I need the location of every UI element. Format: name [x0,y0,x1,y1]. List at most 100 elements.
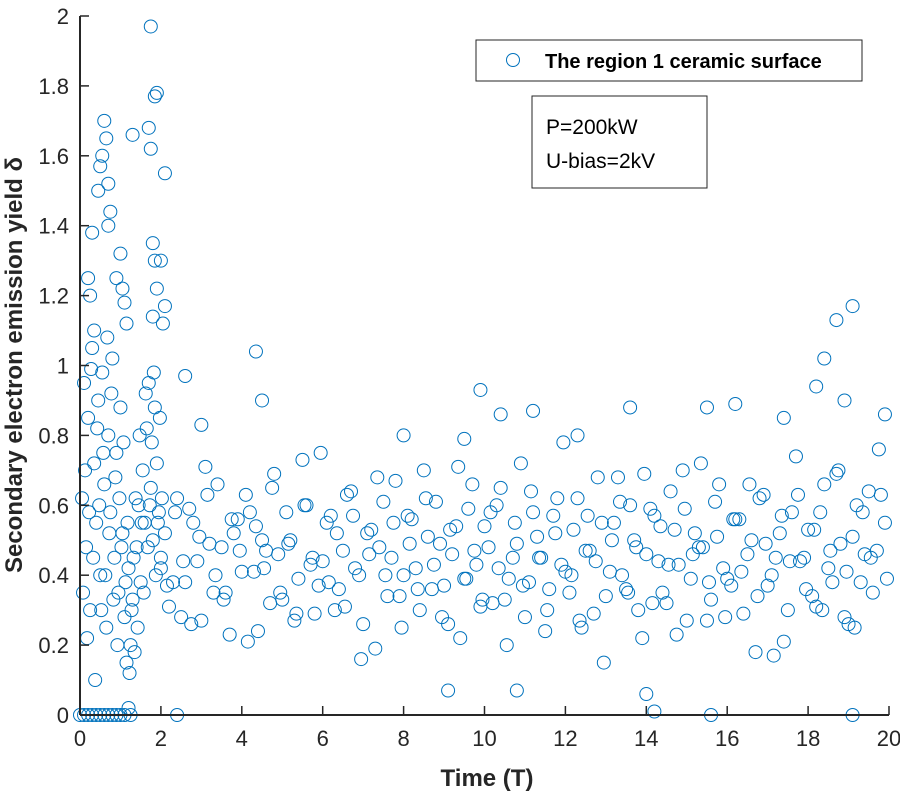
data-point [96,445,111,460]
data-point [307,606,322,621]
data-point [416,463,431,478]
data-point [623,400,638,415]
data-point [418,491,433,506]
data-point [257,561,272,576]
data-point [623,498,638,513]
data-point [339,487,354,502]
data-point [813,505,828,520]
data-point [475,592,490,607]
data-point [194,417,209,432]
data-point [823,543,838,558]
data-point [218,585,233,600]
data-point [283,533,298,548]
data-point [230,512,245,527]
data-point [742,477,757,492]
data-point [265,480,280,495]
data-point [659,596,674,611]
data-point [85,225,100,240]
data-point [526,403,541,418]
data-point [154,491,169,506]
data-point [135,463,150,478]
data-point [829,466,844,481]
data-point [396,428,411,443]
data-point [124,603,139,618]
data-point [267,466,282,481]
data-point [240,634,255,649]
y-tick-label: 1.2 [38,284,69,309]
data-point [517,610,532,625]
data-point [712,477,727,492]
data-point [95,148,110,163]
data-point [873,487,888,502]
data-point [410,582,425,597]
data-point [847,620,862,635]
data-point [790,487,805,502]
data-point [97,113,112,128]
data-point [108,470,123,485]
data-point [115,281,130,296]
data-point [337,599,352,614]
data-point [671,557,686,572]
data-point [370,470,385,485]
data-point [639,547,654,562]
data-point [683,571,698,586]
data-point [148,568,163,583]
data-point [748,645,763,660]
data-point [588,554,603,569]
data-point [89,515,104,530]
data-point [273,585,288,600]
data-point [685,547,700,562]
legend: The region 1 ceramic surface [475,39,863,82]
data-point [604,533,619,548]
data-point [768,550,783,565]
data-point [493,480,508,495]
data-point [744,533,759,548]
data-point [127,645,142,660]
data-point [501,571,516,586]
data-point [145,236,160,251]
data-point [271,547,286,562]
data-point [412,603,427,618]
data-point [736,606,751,621]
data-point [538,624,553,639]
data-point [453,631,468,646]
data-point [83,603,98,618]
data-point [380,589,395,604]
annotation-power: P=200kW [546,116,638,139]
data-point [728,396,743,411]
data-point [155,316,170,331]
data-point [586,606,601,621]
data-point [394,620,409,635]
data-point [505,550,520,565]
data-point [639,687,654,702]
y-tick-label: 1.8 [38,74,69,99]
data-point [346,508,361,523]
y-tick-label: 0.4 [38,563,69,588]
data-point [400,508,415,523]
data-point [386,515,401,530]
data-point [481,540,496,555]
data-point [131,498,146,513]
data-point [724,578,739,593]
data-point [817,477,832,492]
data-point [839,564,854,579]
x-tick-label: 18 [796,726,820,751]
data-point [570,428,585,443]
data-point [663,484,678,499]
data-point [76,585,91,600]
data-point [629,540,644,555]
data-point [564,568,579,583]
data-point [348,561,363,576]
data-point [104,386,119,401]
data-point [153,550,168,565]
annotation-box: P=200kW U-bias=2kV [531,95,708,189]
y-tick-label: 2 [57,4,69,29]
data-point [596,655,611,670]
data-point [877,407,892,422]
data-point [81,271,96,286]
data-point [259,543,274,558]
data-point [109,271,124,286]
data-point [103,505,118,520]
data-point [303,557,318,572]
data-point [602,564,617,579]
